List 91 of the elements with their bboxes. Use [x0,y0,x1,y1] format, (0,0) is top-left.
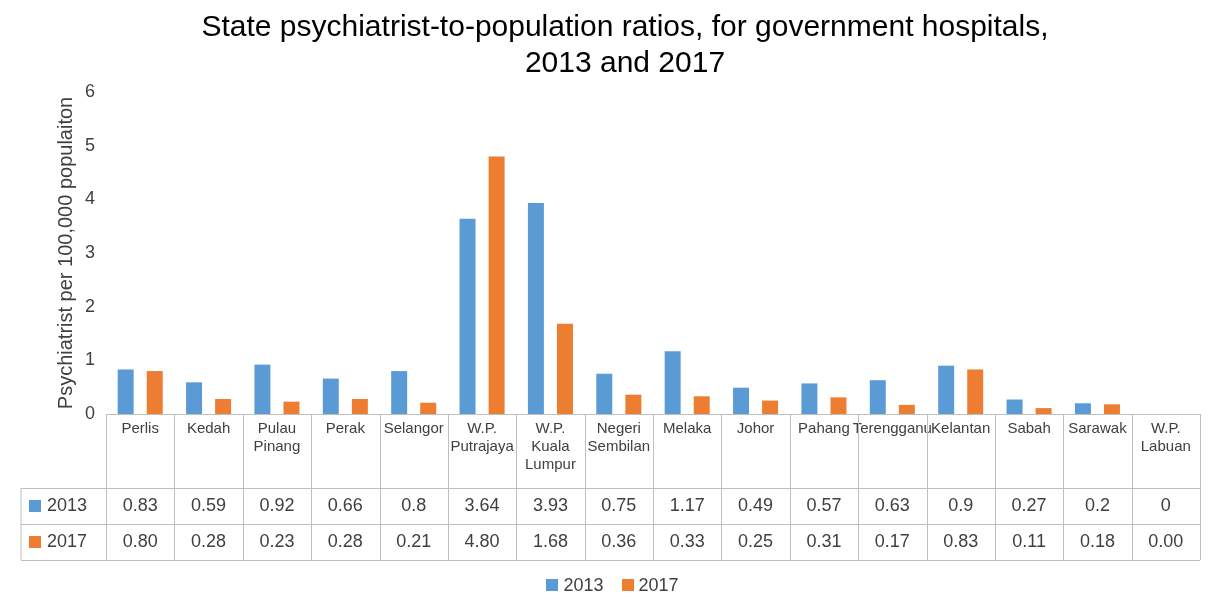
data-label: 0.49 [738,494,774,515]
data-label: 3.93 [532,494,568,515]
bar [801,383,818,414]
data-label: 0.31 [806,530,842,551]
bar [898,404,915,414]
bar [1006,399,1023,414]
bar [762,400,779,414]
data-label: 0.28 [191,530,227,551]
data-label: 0.25 [738,530,774,551]
x-tick-label: Selangor [383,419,444,437]
data-label: 0.18 [1079,530,1115,551]
y-tick-label: 5 [85,134,96,155]
x-tick-label: W.P. Putrajaya [450,419,515,455]
y-tick-label: 4 [85,188,96,209]
y-tick-label: 0 [85,402,96,423]
data-label: 0.83 [122,494,158,515]
x-tick-label: Negeri Sembilan [587,419,651,455]
bar [693,396,710,414]
data-label: 0.83 [943,530,979,551]
bar [625,394,642,414]
data-label: 4.80 [464,530,500,551]
data-label: 0.66 [327,494,363,515]
bar [664,351,681,414]
bar [459,218,476,414]
bar [1074,403,1091,414]
y-tick-label: 6 [85,80,96,101]
y-tick-label: 3 [85,241,96,262]
data-label: 0.9 [948,494,974,515]
data-label: 0.57 [806,494,842,515]
data-label: 3.64 [464,494,500,515]
x-tick-label: W.P. Labuan [1140,419,1191,455]
bar [527,203,544,414]
data-label: 1.68 [532,530,568,551]
legend-label: 2013 [47,494,88,515]
data-label: 0.8 [401,494,427,515]
data-label: 0.23 [259,530,295,551]
bar [186,382,203,414]
bar [215,398,232,414]
data-label: 0.27 [1011,494,1047,515]
bar [967,369,984,414]
x-tick-label: Sabah [1007,419,1051,437]
data-label: 0.17 [874,530,910,551]
text: 2017 [638,574,679,595]
x-tick-label: Melaka [663,419,713,437]
y-tick-label: 2 [85,295,96,316]
x-tick-label: Sarawak [1068,419,1128,437]
data-label: 0 [1160,494,1171,515]
data-label: 0.21 [396,530,432,551]
bar [117,369,134,414]
data-label: 0.2 [1084,494,1110,515]
x-tick-label: Pulau Pinang [253,419,301,455]
x-tick-label: W.P. Kuala Lumpur [525,419,576,473]
chart-title: State psychiatrist-to-population ratios, for government hospitals, 2013 and 2017 [201,9,1049,79]
bar [733,387,750,414]
data-label: 1.17 [669,494,705,515]
data-label: 0.11 [1012,530,1046,551]
x-tick-label: Terengganu [852,419,932,437]
bar [1035,408,1052,414]
bar [283,401,300,414]
data-label: 0.36 [601,530,637,551]
data-label: 0.80 [122,530,158,551]
data-label: 0.75 [601,494,637,515]
bar [391,371,408,414]
bar [488,156,505,414]
y-tick-label: 1 [85,349,96,370]
data-label: 0.92 [259,494,295,515]
x-tick-label: Kedah [186,419,231,437]
bar [254,364,271,414]
x-tick-label: Kelantan [931,419,991,437]
data-label: 0.28 [327,530,363,551]
data-label: 0.00 [1148,530,1184,551]
x-tick-label: Pahang [798,419,850,437]
bar [596,373,613,414]
bar [322,378,339,414]
x-tick-label: Perlis [121,419,159,437]
bar [938,365,955,414]
bar [351,398,368,414]
bar [830,397,847,414]
x-tick-label: Johor [736,419,775,437]
y-axis-title: Psychiatrist per 100,000 populaiton [53,96,76,410]
bar [556,323,573,414]
x-tick-label: Perak [325,419,366,437]
bar [1103,404,1120,414]
data-label: 0.63 [874,494,910,515]
text: 2013 [563,574,604,595]
data-label: 0.33 [669,530,705,551]
data-label: 0.59 [191,494,227,515]
legend-label: 2017 [47,530,88,551]
bar [146,371,163,414]
bar [420,402,437,414]
bar [869,380,886,414]
